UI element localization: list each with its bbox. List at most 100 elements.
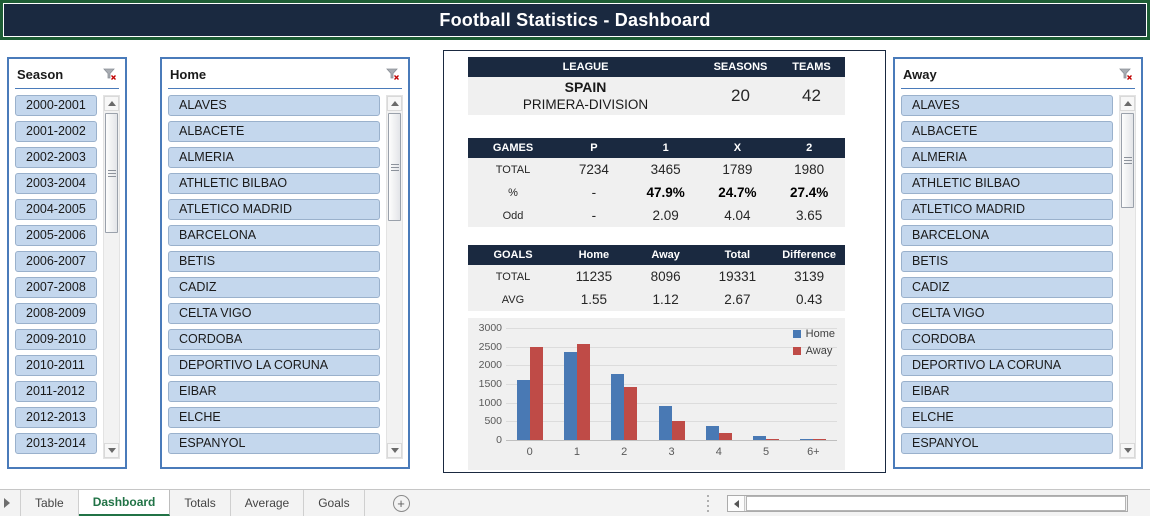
gridline <box>506 440 837 441</box>
league-table: LEAGUE SEASONS TEAMS SPAIN PRIMERA-DIVIS… <box>468 57 845 115</box>
row-label: Odd <box>502 209 524 222</box>
home-team-item[interactable]: CELTA VIGO <box>168 303 380 324</box>
clear-filter-icon[interactable] <box>103 68 117 81</box>
season-slicer-title: Season <box>17 67 64 82</box>
season-item[interactable]: 2009-2010 <box>15 329 97 350</box>
home-team-item[interactable]: ALAVES <box>168 95 380 116</box>
season-item[interactable]: 2001-2002 <box>15 121 97 142</box>
scroll-thumb[interactable] <box>746 496 1126 511</box>
away-team-item[interactable]: CADIZ <box>901 277 1113 298</box>
scroll-down-icon[interactable] <box>387 443 402 458</box>
away-team-item[interactable]: CELTA VIGO <box>901 303 1113 324</box>
legend-swatch-icon <box>792 347 801 355</box>
away-team-item[interactable]: ALMERIA <box>901 147 1113 168</box>
home-team-item[interactable]: CORDOBA <box>168 329 380 350</box>
table-cell: 24.7% <box>718 185 757 200</box>
season-item[interactable]: 2004-2005 <box>15 199 97 220</box>
sheet-nav-next-icon[interactable] <box>4 498 10 508</box>
tab-average[interactable]: Average <box>231 490 305 516</box>
season-item[interactable]: 2008-2009 <box>15 303 97 324</box>
away-team-item[interactable]: ALAVES <box>901 95 1113 116</box>
home-team-item[interactable]: ALBACETE <box>168 121 380 142</box>
away-team-item[interactable]: EIBAR <box>901 381 1113 402</box>
season-item[interactable]: 2000-2001 <box>15 95 97 116</box>
season-scrollbar[interactable] <box>103 95 120 459</box>
away-scrollbar[interactable] <box>1119 95 1136 459</box>
scroll-thumb[interactable] <box>105 113 118 233</box>
home-team-item[interactable]: BARCELONA <box>168 225 380 246</box>
home-team-item[interactable]: ALMERIA <box>168 147 380 168</box>
home-team-item[interactable]: ATHLETIC BILBAO <box>168 173 380 194</box>
header-cell: 1 <box>662 142 669 154</box>
away-item-list: ALAVES ALBACETE ALMERIA ATHLETIC BILBAO ATLE… <box>901 95 1113 459</box>
games-table-header: GAMES P 1 X 2 <box>468 138 845 158</box>
sheet-nav <box>0 490 20 516</box>
scroll-down-icon[interactable] <box>104 443 119 458</box>
tab-table[interactable]: Table <box>20 490 79 516</box>
teams-count: 42 <box>802 86 821 105</box>
season-slicer-header: Season <box>15 61 119 89</box>
scroll-thumb[interactable] <box>388 113 401 221</box>
scroll-up-icon[interactable] <box>387 96 402 111</box>
home-bar <box>705 426 719 440</box>
legend-label: Home <box>805 328 835 340</box>
away-team-item[interactable]: ALBACETE <box>901 121 1113 142</box>
home-bar <box>658 406 672 440</box>
home-team-item[interactable]: ELCHE <box>168 407 380 428</box>
home-team-item[interactable]: EIBAR <box>168 381 380 402</box>
season-item[interactable]: 2013-2014 <box>15 433 97 454</box>
table-cell: - <box>591 185 597 200</box>
home-team-item[interactable]: ESPANYOL <box>168 433 380 454</box>
tab-splitter-handle[interactable] <box>707 495 709 512</box>
scroll-thumb[interactable] <box>1121 113 1134 208</box>
home-team-item[interactable]: BETIS <box>168 251 380 272</box>
away-team-item[interactable]: ATHLETIC BILBAO <box>901 173 1113 194</box>
table-cell: - <box>591 208 597 223</box>
season-item[interactable]: 2010-2011 <box>15 355 97 376</box>
home-scrollbar[interactable] <box>386 95 403 459</box>
tab-totals[interactable]: Totals <box>170 490 231 516</box>
season-item[interactable]: 2003-2004 <box>15 173 97 194</box>
table-cell: 3.65 <box>795 208 823 223</box>
season-item[interactable]: 2006-2007 <box>15 251 97 272</box>
y-axis-tick-label: 500 <box>484 415 502 428</box>
home-bar <box>611 374 625 440</box>
away-team-item[interactable]: ATLETICO MADRID <box>901 199 1113 220</box>
away-team-item[interactable]: ESPANYOL <box>901 433 1113 454</box>
x-axis-tick-label: 3 <box>668 446 675 458</box>
home-team-item[interactable]: CADIZ <box>168 277 380 298</box>
league-division: PRIMERA-DIVISION <box>522 97 649 112</box>
season-item[interactable]: 2005-2006 <box>15 225 97 246</box>
scroll-down-icon[interactable] <box>1120 443 1135 458</box>
table-cell: 0.43 <box>795 292 823 307</box>
new-sheet-button[interactable]: + <box>392 494 410 512</box>
away-team-item[interactable]: DEPORTIVO LA CORUNA <box>901 355 1113 376</box>
stats-group-box <box>443 50 886 473</box>
scroll-up-icon[interactable] <box>104 96 119 111</box>
table-cell: 2.09 <box>652 208 679 223</box>
away-team-item[interactable]: BETIS <box>901 251 1113 272</box>
home-team-item[interactable]: DEPORTIVO LA CORUNA <box>168 355 380 376</box>
season-item[interactable]: 2002-2003 <box>15 147 97 168</box>
away-team-item[interactable]: CORDOBA <box>901 329 1113 350</box>
tab-goals[interactable]: Goals <box>304 490 365 516</box>
tab-dashboard[interactable]: Dashboard <box>78 490 171 516</box>
table-cell: 1789 <box>722 162 753 177</box>
away-team-item[interactable]: BARCELONA <box>901 225 1113 246</box>
season-slicer: Season 2000-2001 2001-2002 2002-2003 2003-2… <box>7 57 127 469</box>
row-label: TOTAL <box>495 163 531 176</box>
seasons-count: 20 <box>731 86 750 105</box>
season-item[interactable]: 2012-2013 <box>15 407 97 428</box>
scroll-left-icon[interactable] <box>728 496 745 511</box>
season-item[interactable]: 2007-2008 <box>15 277 97 298</box>
clear-filter-icon[interactable] <box>1119 68 1133 81</box>
home-team-item[interactable]: ATLETICO MADRID <box>168 199 380 220</box>
scroll-up-icon[interactable] <box>1120 96 1135 111</box>
x-axis-tick-label: 1 <box>573 446 580 458</box>
away-team-item[interactable]: ELCHE <box>901 407 1113 428</box>
games-table: GAMES P 1 X 2 TOTAL 7234 3465 1789 1980 … <box>468 138 845 227</box>
header-cell: SEASONS <box>713 61 768 73</box>
clear-filter-icon[interactable] <box>386 68 400 81</box>
horizontal-scrollbar[interactable] <box>727 495 1128 512</box>
season-item[interactable]: 2011-2012 <box>15 381 97 402</box>
